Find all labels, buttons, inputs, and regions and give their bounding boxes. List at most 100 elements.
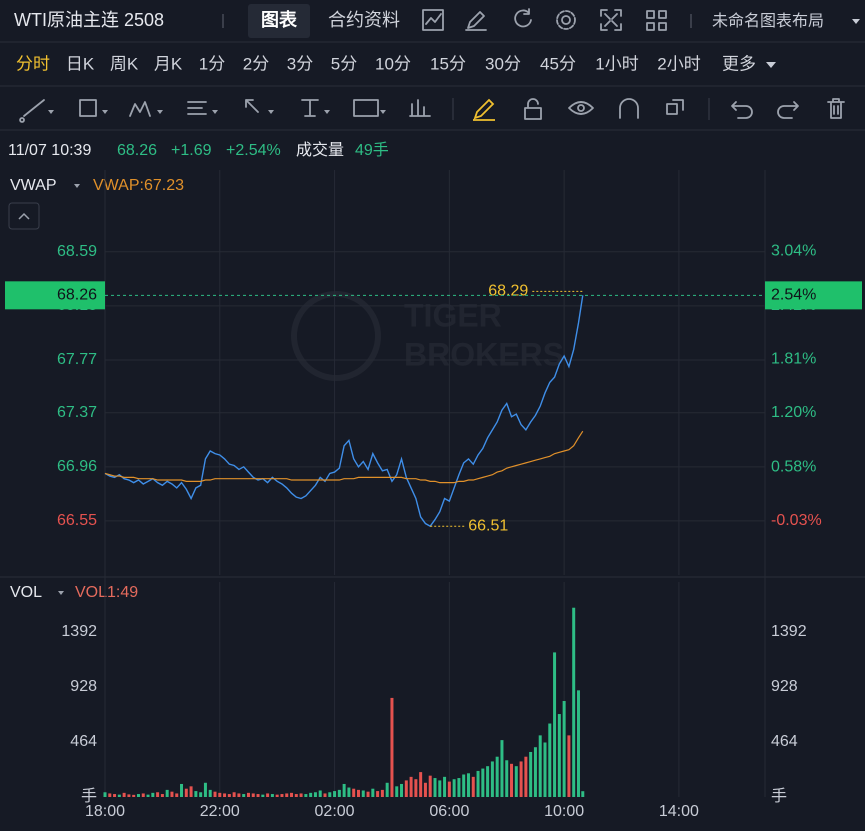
volume-bar — [342, 783, 346, 797]
dropdown-arrow[interactable] — [766, 62, 776, 68]
legend-value: VWAP:67.23 — [93, 177, 184, 194]
dropdown-arrow[interactable] — [58, 591, 64, 595]
volume-bar — [132, 794, 136, 797]
volume-bar — [136, 794, 140, 797]
header-icons[interactable] — [422, 8, 667, 31]
timeframe[interactable]: 日K — [66, 54, 95, 73]
timeframe[interactable]: 10分 — [375, 54, 411, 73]
volume-bar — [361, 790, 365, 797]
timeframe[interactable]: 月K — [154, 54, 183, 73]
volume-bar — [404, 780, 408, 797]
collapse-button[interactable] — [8, 202, 40, 230]
y-tick-label: 67.37 — [57, 404, 97, 421]
legend-label[interactable]: VOL — [10, 584, 42, 601]
volume-bar — [203, 782, 207, 797]
y2-tick-label: 0.58% — [771, 458, 816, 475]
x-tick-label: 22:00 — [200, 803, 240, 820]
timeframe[interactable]: 3分 — [287, 54, 313, 73]
x-tick-label: 10:00 — [544, 803, 584, 820]
last-pct-label: 2.54% — [771, 287, 816, 304]
timeframe[interactable]: 30分 — [485, 54, 521, 73]
watermark: BROKERS — [404, 336, 564, 372]
watermark-logo — [291, 291, 381, 381]
volume-bar — [151, 792, 155, 797]
volume-bar — [156, 792, 160, 797]
volume-bar — [557, 714, 561, 797]
last-price-box — [5, 281, 105, 310]
volume-bar — [419, 772, 423, 797]
layout-name[interactable]: 未命名图表布局 — [712, 12, 824, 30]
volume-bar — [510, 763, 514, 797]
volume-bar — [500, 740, 504, 797]
timeframe[interactable]: 1小时 — [595, 54, 638, 73]
volume-bar — [180, 783, 184, 797]
volume-bar — [304, 794, 308, 797]
quote-time: 11/07 10:39 — [8, 142, 91, 159]
volume-bar — [103, 792, 107, 797]
timeframe[interactable]: 2分 — [243, 54, 269, 73]
volume-bar — [414, 779, 418, 797]
dropdown-arrow[interactable] — [74, 184, 80, 188]
volume-bar — [366, 791, 370, 797]
volume-bar — [146, 794, 150, 797]
volume-bar — [199, 792, 203, 797]
y-tick-label: 67.77 — [57, 351, 97, 368]
volume-bar — [553, 652, 557, 797]
x-tick-label: 14:00 — [659, 803, 699, 820]
y2-tick-label: 手 — [771, 787, 787, 805]
x-tick-label: 18:00 — [85, 803, 125, 820]
timeframe[interactable]: 1分 — [199, 54, 225, 73]
volume-bar — [333, 791, 337, 797]
symbol[interactable]: WTI原油主连 2508 — [14, 10, 164, 30]
quote-change: +1.69 — [171, 142, 212, 159]
timeframe[interactable]: 2小时 — [657, 54, 700, 73]
timeframe[interactable]: 15分 — [430, 54, 466, 73]
volume-bar — [108, 793, 112, 797]
volume-bar — [170, 791, 174, 797]
volume-bar — [237, 793, 241, 797]
timeframe[interactable]: 更多 — [722, 54, 756, 73]
x-tick-label: 02:00 — [315, 803, 355, 820]
volume-bar — [428, 775, 432, 797]
volume-bar — [275, 794, 279, 797]
volume-bar — [423, 782, 427, 797]
price-line — [104, 295, 584, 528]
extreme-label: 66.51 — [468, 517, 508, 534]
collapse-icon[interactable] — [18, 212, 30, 220]
volume-bar — [562, 700, 566, 797]
y-tick-label: 66.55 — [57, 512, 97, 529]
dropdown-arrow[interactable] — [852, 19, 860, 24]
tab[interactable]: 合约资料 — [328, 10, 400, 30]
drawing-toolbar[interactable] — [19, 98, 845, 123]
volume-bar — [290, 792, 294, 797]
volume-bar — [567, 735, 571, 797]
volume-bar — [184, 788, 188, 797]
y2-tick-label: 1.81% — [771, 351, 816, 368]
volume-bar — [266, 793, 270, 797]
legend-label[interactable]: VWAP — [10, 177, 57, 194]
volume-bar — [495, 756, 499, 797]
volume-bar — [533, 747, 537, 797]
volume-bar — [438, 780, 442, 797]
volume-bar — [223, 793, 227, 797]
timeframe[interactable]: 分时 — [16, 54, 50, 73]
volume-bar — [471, 776, 475, 797]
y2-tick-label: 464 — [771, 733, 798, 750]
y2-tick-label: 1.20% — [771, 404, 816, 421]
volume-bar — [328, 792, 332, 797]
volume-bar — [519, 761, 523, 797]
volume-bar — [356, 789, 360, 797]
volume-bar — [390, 697, 394, 797]
timeframe[interactable]: 5分 — [331, 54, 357, 73]
volume-bar — [443, 776, 447, 797]
tab[interactable]: 图表 — [261, 9, 298, 30]
timeframe[interactable]: 45分 — [540, 54, 576, 73]
volume-bar — [256, 794, 260, 797]
volume-bar — [376, 791, 380, 797]
volume-bar — [476, 770, 480, 797]
timeframe[interactable]: 周K — [110, 54, 139, 73]
volume-bar — [505, 760, 509, 797]
volume-bar — [576, 690, 580, 797]
volume-bar — [433, 778, 437, 797]
volume-bar — [490, 761, 494, 797]
